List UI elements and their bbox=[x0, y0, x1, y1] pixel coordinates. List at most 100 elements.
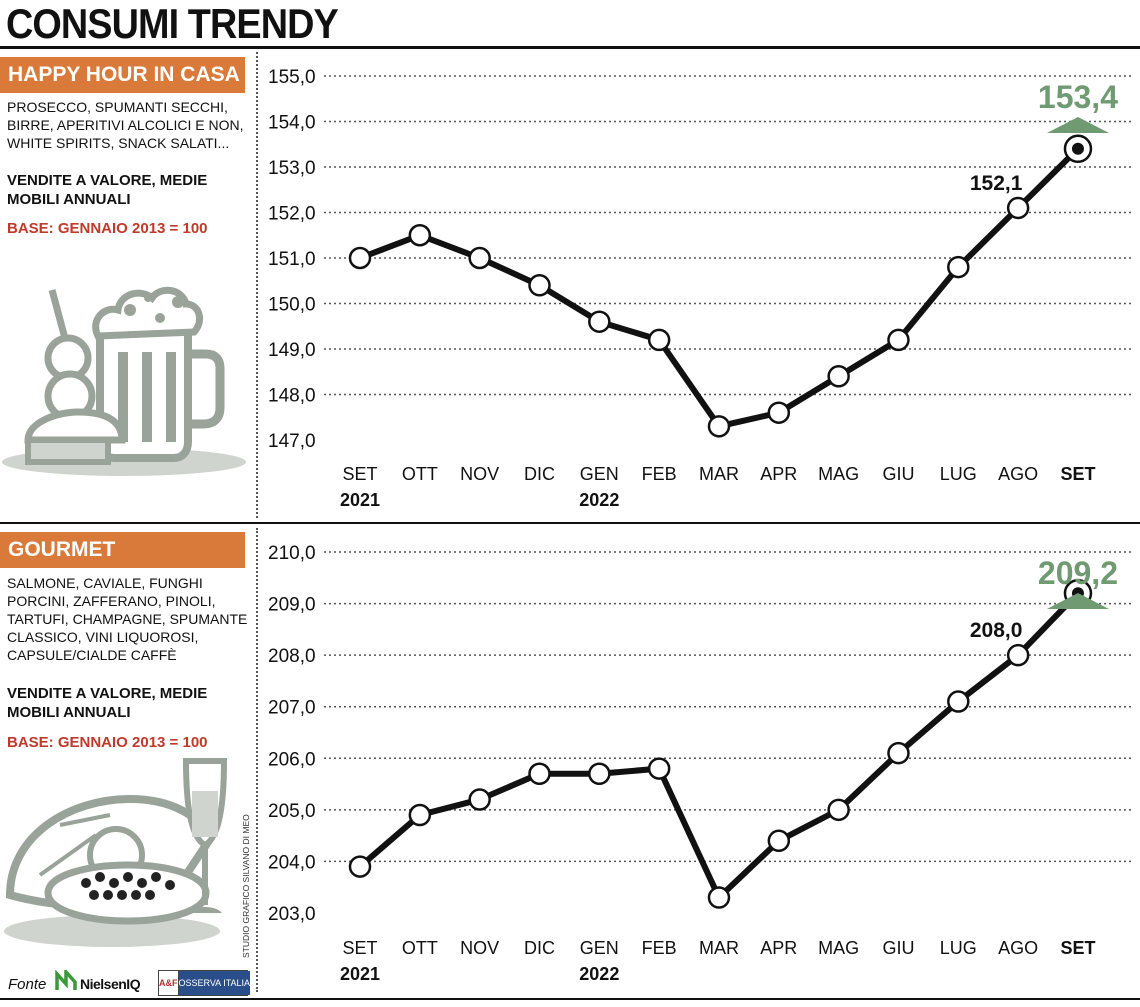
y-tick-label: 209,0 bbox=[268, 595, 316, 616]
panel-divider bbox=[0, 522, 1140, 524]
x-tick-label: LUG bbox=[940, 464, 977, 484]
y-tick-label: 153,0 bbox=[268, 158, 316, 179]
panel-description-happy-hour: PROSECCO, SPUMANTI SECCHI, BIRRE, APERIT… bbox=[7, 99, 244, 151]
data-point-center bbox=[1071, 142, 1084, 155]
x-tick-label: OTT bbox=[402, 938, 438, 958]
data-value-label: 208,0 bbox=[970, 619, 1023, 642]
highlight-value-label: 209,2 bbox=[1038, 555, 1118, 591]
y-tick-label: 154,0 bbox=[268, 113, 316, 134]
data-point bbox=[647, 328, 671, 352]
beer-mug-olives-cheese-icon bbox=[2, 286, 246, 476]
data-point bbox=[348, 246, 372, 270]
y-tick-label: 155,0 bbox=[268, 67, 316, 88]
data-point bbox=[947, 690, 970, 713]
x-tick-label: MAG bbox=[818, 464, 859, 484]
data-point bbox=[827, 365, 850, 388]
data-point bbox=[647, 757, 671, 780]
y-tick-label: 152,0 bbox=[268, 204, 316, 225]
x-tick-label: AGO bbox=[998, 464, 1038, 484]
data-point bbox=[528, 762, 551, 786]
footer: Fonte NielsenIQ A&F OSSERVA ITALIA bbox=[0, 968, 256, 998]
data-point bbox=[707, 415, 731, 438]
data-point bbox=[1006, 643, 1030, 667]
x-tick-label: GEN bbox=[580, 464, 619, 484]
data-point bbox=[707, 886, 731, 909]
source-label: Fonte bbox=[8, 976, 47, 993]
panel-label-happy-hour: HAPPY HOUR IN CASA bbox=[0, 57, 245, 93]
y-tick-label: 149,0 bbox=[268, 340, 316, 361]
credit-label: STUDIO GRAFICO SILVANO DI MEO bbox=[241, 814, 251, 958]
x-tick-label: AGO bbox=[998, 938, 1038, 958]
x-year-label: 2022 bbox=[579, 490, 619, 510]
data-point bbox=[827, 798, 850, 822]
x-tick-label: FEB bbox=[642, 464, 677, 484]
x-tick-label: DIC bbox=[524, 938, 555, 958]
panel-base-gourmet: BASE: GENNAIO 2013 = 100 bbox=[7, 734, 208, 751]
data-point bbox=[1006, 196, 1030, 220]
y-tick-label: 150,0 bbox=[268, 295, 316, 316]
x-tick-label: OTT bbox=[402, 464, 438, 484]
y-tick-label: 147,0 bbox=[268, 431, 316, 452]
source-nielseniq: NielsenIQ bbox=[80, 976, 141, 992]
source-osserva-italia: OSSERVA ITALIA bbox=[178, 971, 251, 995]
y-tick-label: 148,0 bbox=[268, 386, 316, 407]
x-tick-label: SET bbox=[342, 464, 377, 484]
data-point bbox=[468, 246, 491, 270]
y-tick-label: 151,0 bbox=[268, 249, 316, 270]
x-tick-label: SET bbox=[342, 938, 377, 958]
data-point bbox=[767, 829, 791, 853]
y-tick-label: 204,0 bbox=[268, 852, 316, 873]
x-tick-label: APR bbox=[760, 938, 797, 958]
x-year-label: 2022 bbox=[579, 964, 619, 984]
x-tick-label: SET bbox=[1060, 464, 1095, 484]
data-point bbox=[408, 224, 432, 247]
y-tick-label: 203,0 bbox=[268, 904, 316, 925]
credit-text: STUDIO GRAFICO SILVANO DI MEO bbox=[241, 814, 251, 958]
y-tick-label: 208,0 bbox=[268, 646, 316, 667]
panel-description-gourmet: SALMONE, CAVIALE, FUNGHI PORCINI, ZAFFER… bbox=[7, 575, 248, 663]
data-point bbox=[348, 855, 372, 878]
x-tick-label: MAG bbox=[818, 938, 859, 958]
x-year-label: 2021 bbox=[340, 964, 380, 984]
x-tick-label: APR bbox=[760, 464, 797, 484]
panel-measure-happy-hour: VENDITE A VALORE, MEDIE MOBILI ANNUALI bbox=[7, 172, 208, 208]
bottom-rule bbox=[0, 998, 1140, 1000]
data-point bbox=[528, 274, 551, 297]
happy-hour-line-chart: 155,0 154,0 153,0 152,0 151,0 150,0 149,0 148,0… bbox=[268, 67, 1134, 510]
up-arrow-icon bbox=[1046, 117, 1109, 133]
nielsen-logo-icon bbox=[55, 970, 77, 990]
osserva-italia-logo: A&F OSSERVA ITALIA bbox=[158, 970, 251, 996]
data-point bbox=[887, 741, 910, 765]
data-point bbox=[408, 803, 432, 827]
column-divider-bottom bbox=[256, 528, 258, 992]
x-tick-label: LUG bbox=[940, 938, 977, 958]
data-point bbox=[887, 328, 910, 352]
panel-base-happy-hour: BASE: GENNAIO 2013 = 100 bbox=[7, 220, 208, 237]
salmon-caviar-champagne-icon bbox=[4, 758, 228, 947]
data-value-label: 152,1 bbox=[970, 172, 1023, 195]
x-tick-label: GIU bbox=[882, 464, 914, 484]
gourmet-line-chart: 210,0 209,0 208,0 207,0 206,0 205,0 204,0 203,0… bbox=[268, 543, 1134, 984]
panel-label-gourmet: GOURMET bbox=[0, 532, 245, 568]
x-tick-label: MAR bbox=[699, 464, 739, 484]
x-tick-label: MAR bbox=[699, 938, 739, 958]
column-divider-top bbox=[256, 52, 258, 518]
x-tick-label: FEB bbox=[642, 938, 677, 958]
highlight-value-label: 153,4 bbox=[1038, 79, 1118, 115]
data-point bbox=[468, 788, 491, 811]
x-tick-label: GIU bbox=[882, 938, 914, 958]
y-tick-label: 206,0 bbox=[268, 749, 316, 770]
x-tick-label: NOV bbox=[460, 938, 499, 958]
panel-measure-gourmet: VENDITE A VALORE, MEDIE MOBILI ANNUALI bbox=[7, 685, 208, 721]
data-point bbox=[588, 310, 611, 333]
y-tick-label: 210,0 bbox=[268, 543, 316, 564]
x-year-label: 2021 bbox=[340, 490, 380, 510]
x-tick-label: NOV bbox=[460, 464, 499, 484]
y-tick-label: 207,0 bbox=[268, 698, 316, 719]
af-logo-icon: A&F bbox=[159, 971, 179, 995]
title-rule bbox=[0, 46, 1140, 49]
data-point bbox=[588, 762, 611, 786]
y-tick-label: 205,0 bbox=[268, 801, 316, 822]
data-point bbox=[947, 255, 970, 279]
x-tick-label: SET bbox=[1060, 938, 1095, 958]
